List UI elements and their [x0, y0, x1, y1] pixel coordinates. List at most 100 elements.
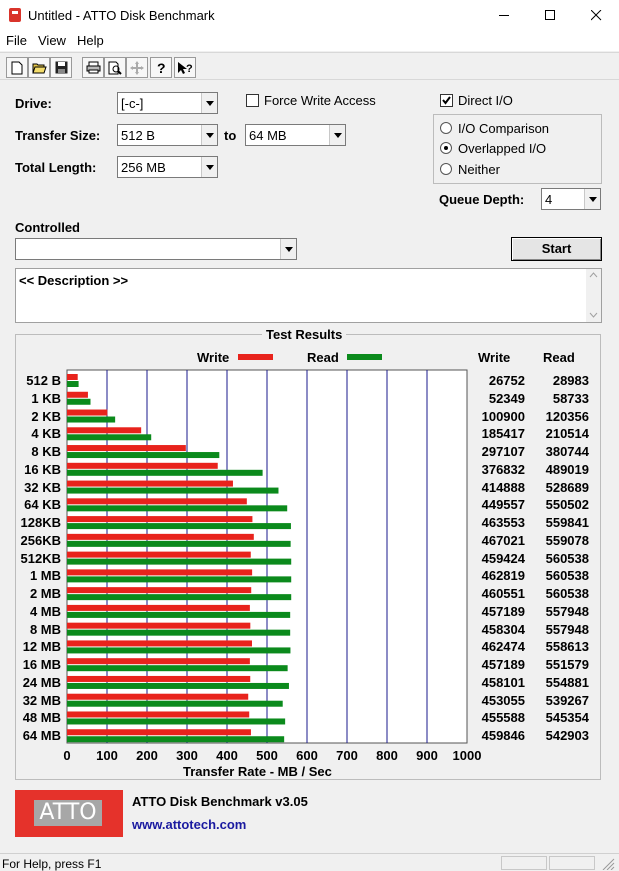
io-comparison-radio[interactable]: [440, 122, 452, 134]
write-value: 462819: [481, 568, 525, 584]
direct-io-checkbox[interactable]: [440, 94, 453, 107]
svg-text:?: ?: [186, 63, 193, 75]
open-button[interactable]: [28, 57, 50, 78]
status-text: For Help, press F1: [2, 857, 102, 871]
transfer-from-select[interactable]: 512 B: [117, 124, 218, 146]
description-text: << Description >>: [19, 273, 129, 288]
minimize-button[interactable]: [481, 0, 527, 31]
neither-radio[interactable]: [440, 163, 452, 175]
force-write-label: Force Write Access: [264, 93, 376, 108]
legend-write-label: Write: [197, 350, 230, 365]
status-pane: [501, 856, 547, 870]
row-label: 256KB: [20, 532, 61, 548]
new-button[interactable]: [6, 57, 28, 78]
row-label: 2 MB: [29, 586, 61, 602]
row-label: 16 KB: [24, 461, 61, 477]
description-scrollbar[interactable]: [586, 269, 601, 322]
total-length-value: 256 MB: [121, 160, 166, 175]
title-bar[interactable]: Untitled - ATTO Disk Benchmark: [0, 0, 619, 31]
read-value: 560538: [545, 586, 589, 602]
write-value: 463553: [481, 515, 525, 531]
drive-value: [-c-]: [121, 96, 144, 111]
read-value: 539267: [545, 692, 589, 708]
maximize-button[interactable]: [527, 0, 573, 31]
queue-depth-label: Queue Depth:: [439, 192, 525, 207]
controlled-select[interactable]: [15, 238, 297, 260]
row-label: 24 MB: [22, 674, 61, 690]
start-button[interactable]: Start: [511, 237, 602, 261]
write-column-header: Write: [478, 350, 511, 365]
move-button[interactable]: [126, 57, 148, 78]
chevron-down-icon: [201, 93, 217, 113]
read-value: 559078: [545, 532, 589, 548]
transfer-to-select[interactable]: 64 MB: [245, 124, 346, 146]
write-value: 459846: [481, 728, 525, 744]
queue-depth-select[interactable]: 4: [541, 188, 601, 210]
close-icon: [590, 9, 601, 21]
row-label: 64 KB: [24, 497, 61, 513]
chevron-down-icon: [329, 125, 345, 145]
minimize-icon: [498, 15, 509, 16]
row-label: 4 MB: [29, 603, 61, 619]
print-button[interactable]: [82, 57, 104, 78]
read-value: 560538: [545, 550, 589, 566]
transfer-from-value: 512 B: [121, 128, 155, 143]
write-value: 458101: [481, 674, 525, 690]
read-value: 489019: [545, 461, 589, 477]
description-textarea[interactable]: << Description >>: [15, 268, 602, 323]
read-value: 528689: [545, 479, 589, 495]
row-label: 128KB: [20, 515, 61, 531]
drive-select[interactable]: [-c-]: [117, 92, 218, 114]
atto-logo-text: ATTO: [34, 800, 102, 826]
row-label: 2 KB: [31, 408, 61, 424]
io-mode-group: [433, 114, 602, 184]
app-icon: [9, 8, 21, 22]
row-label: 64 MB: [22, 728, 61, 744]
write-value: 185417: [481, 426, 525, 442]
close-button[interactable]: [573, 0, 619, 31]
help-button[interactable]: ?: [150, 57, 172, 78]
neither-label: Neither: [458, 162, 500, 177]
read-value: 551579: [545, 657, 589, 673]
product-name: ATTO Disk Benchmark v3.05: [132, 794, 308, 809]
status-pane: [549, 856, 595, 870]
resize-grip-icon[interactable]: [599, 856, 615, 871]
row-label: 32 KB: [24, 479, 61, 495]
write-value: 52349: [488, 390, 525, 406]
menu-file[interactable]: File: [6, 33, 27, 48]
overlapped-io-radio[interactable]: [440, 142, 452, 154]
write-value: 376832: [481, 461, 525, 477]
write-value: 460551: [481, 586, 525, 602]
write-value: 462474: [481, 639, 525, 655]
print-icon: [86, 61, 100, 74]
chevron-down-icon: [201, 125, 217, 145]
row-label: 32 MB: [22, 692, 61, 708]
save-button[interactable]: [50, 57, 72, 78]
read-value: 545354: [545, 710, 589, 726]
read-value: 554881: [545, 674, 589, 690]
menu-help[interactable]: Help: [77, 33, 104, 48]
legend-read-swatch: [347, 354, 382, 360]
write-value: 459424: [481, 550, 525, 566]
window-title: Untitled - ATTO Disk Benchmark: [28, 8, 215, 23]
menu-view[interactable]: View: [38, 33, 66, 48]
to-label: to: [224, 128, 237, 143]
force-write-checkbox[interactable]: [246, 94, 259, 107]
row-label: 8 KB: [31, 444, 61, 460]
write-value: 414888: [481, 479, 525, 495]
drive-label: Drive:: [15, 96, 52, 111]
read-value: 210514: [545, 426, 589, 442]
total-length-select[interactable]: 256 MB: [117, 156, 218, 178]
write-value: 453055: [481, 692, 525, 708]
print-preview-icon: [108, 61, 122, 75]
row-label: 1 MB: [29, 568, 61, 584]
chevron-down-icon: [280, 239, 296, 259]
write-value: 297107: [481, 444, 525, 460]
row-label: 512KB: [20, 550, 61, 566]
read-value: 557948: [545, 603, 589, 619]
product-url[interactable]: www.attotech.com: [132, 817, 247, 832]
print-preview-button[interactable]: [104, 57, 126, 78]
row-label: 12 MB: [22, 639, 61, 655]
context-help-button[interactable]: ?: [174, 57, 196, 78]
total-length-label: Total Length:: [15, 160, 97, 175]
